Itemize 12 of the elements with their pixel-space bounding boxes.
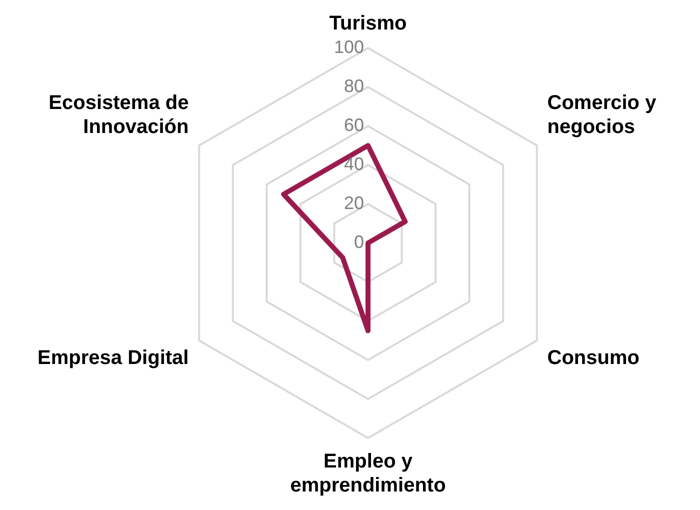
- spoke-label: Empleo y emprendimiento: [290, 450, 446, 497]
- y-tick-label: 100: [334, 36, 364, 57]
- y-tick-label: 0: [354, 232, 364, 252]
- spoke-label: Ecosistema de Innovación: [48, 92, 189, 138]
- y-tick-label: 40: [344, 154, 364, 174]
- y-tick-label: 20: [344, 192, 364, 213]
- y-tick-label: 60: [344, 114, 364, 135]
- spoke-label: Turismo: [329, 12, 407, 35]
- spoke-label: Empresa Digital: [38, 347, 189, 370]
- spoke-label: Comercio y negocios: [547, 92, 658, 138]
- spoke-label: Consumo: [547, 347, 640, 370]
- y-tick-label: 80: [344, 76, 364, 96]
